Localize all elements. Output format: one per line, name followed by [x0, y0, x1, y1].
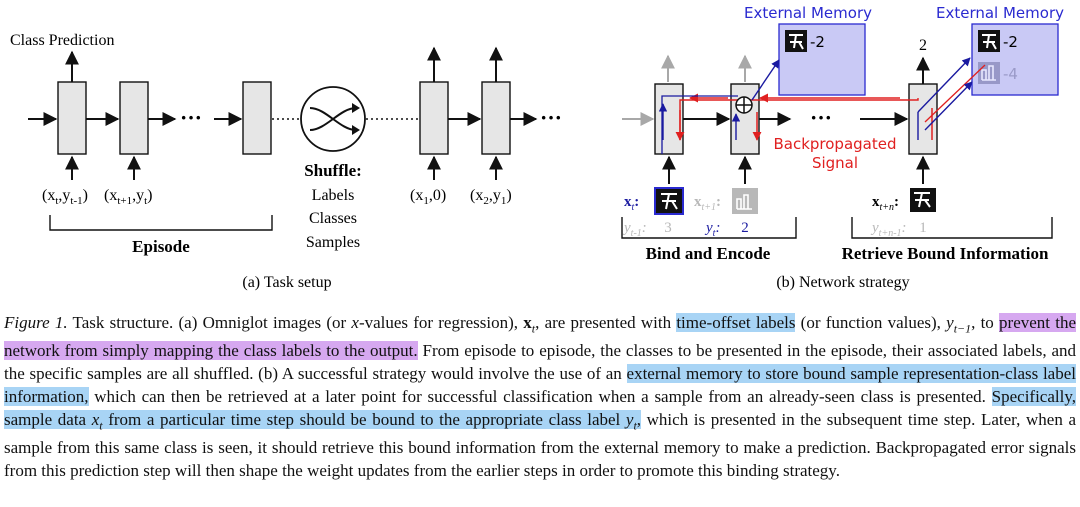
step-box-tn: [908, 83, 938, 155]
highlight-var-y: y: [625, 409, 634, 429]
retrieve-label: Retrieve Bound Information: [842, 244, 1049, 263]
ytn-label: yt+n-1:: [870, 220, 907, 239]
shuffle-item-classes: Classes: [309, 210, 357, 227]
episode-label: Episode: [132, 237, 190, 256]
glyph-stroke-2a: [982, 34, 997, 50]
input-label-1: (xt,yt-1): [42, 187, 88, 207]
prediction-output: 2: [919, 37, 927, 54]
glyph-stroke-xtn: [914, 192, 931, 208]
shuffle-title: Shuffle:: [304, 161, 362, 180]
xtn-label: xt+n:: [872, 194, 899, 213]
figure-diagram: Class Prediction ··· (xt,yt-1) (xt+1,yt)…: [10, 4, 1064, 291]
caption-sub-t: t: [531, 321, 536, 336]
highlight-specifically-c: ,: [636, 409, 642, 429]
bind-bracket: [621, 217, 797, 239]
panel-b: External Memory -2 External Memory -2 -4…: [621, 4, 1064, 291]
highlight-sub-t: t: [99, 417, 103, 432]
caption-text-3: , are presented with: [535, 313, 677, 332]
memory-title-2: External Memory: [936, 4, 1064, 22]
caption-text-2: -values for regression),: [358, 313, 524, 332]
memory-entry-1: -2: [810, 33, 825, 51]
class-prediction-label: Class Prediction: [10, 32, 114, 49]
memory-title-1: External Memory: [744, 4, 872, 22]
glyph-stroke-xt: [661, 193, 678, 210]
memory-entry-2a: -2: [1003, 33, 1018, 51]
caption-text-5: , to: [971, 313, 1000, 332]
ytn-value: 1: [919, 220, 927, 236]
caption-var-xt: x: [523, 313, 532, 332]
glyph-stroke-2b: [981, 65, 996, 81]
rnn-box-3: [242, 81, 272, 155]
backprop-retrieve-diag: [924, 64, 986, 123]
highlight-specifically-b: from a particular time step should be bo…: [102, 409, 626, 429]
panel-a: Class Prediction ··· (xt,yt-1) (xt+1,yt)…: [10, 32, 562, 291]
figure-caption: Figure 1. Task structure. (a) Omniglot i…: [4, 312, 1076, 482]
figure-label: Figure 1.: [4, 313, 68, 332]
caption-text-7: which can then be retrieved at a later p…: [88, 386, 992, 406]
xt1-label: xt+1:: [694, 194, 721, 213]
memory-entry-2b: -4: [1003, 65, 1018, 83]
caption-text-6: From episode to episode, the classes to …: [4, 341, 1076, 383]
highlight-specifically-a: Specifically, sample data: [4, 386, 1076, 429]
caption-text-1: Task structure. (a) Omniglot images (or: [67, 313, 352, 332]
yt-label: yt:: [704, 220, 720, 239]
xt-label: xt:: [624, 194, 639, 213]
caption-var-x: x: [351, 313, 359, 332]
yt-value: 2: [741, 220, 749, 236]
episode-bracket: [49, 215, 273, 231]
glyph-stroke-1: [789, 34, 804, 50]
ellipsis-1: ···: [180, 105, 202, 130]
binding-path-1: [661, 95, 738, 154]
backprop-label-2: Signal: [812, 154, 858, 172]
read-from-memory-2: [924, 81, 973, 131]
highlight-time-offset: time-offset labels: [676, 313, 796, 332]
plus-node-cross: [736, 97, 752, 113]
input-label-4: (x2,y1): [470, 187, 512, 207]
input-label-3: (x1,0): [410, 187, 446, 207]
glyph-stroke-xt1: [736, 194, 752, 210]
retrieve-bracket: [851, 217, 1053, 239]
shuffle-item-labels: Labels: [312, 187, 355, 204]
panel-a-caption: (a) Task setup: [242, 274, 331, 291]
ellipsis-2: ···: [540, 105, 562, 130]
caption-sub-t-1: t−1: [953, 321, 972, 336]
caption-var-y: y: [946, 313, 954, 332]
sample-glyph-xt1: [732, 188, 758, 214]
input-label-2: (xt+1,yt): [104, 187, 152, 207]
shuffle-item-samples: Samples: [306, 234, 360, 251]
backprop-label-1: Backpropagated: [773, 135, 896, 153]
bind-label: Bind and Encode: [646, 244, 771, 263]
panel-b-caption: (b) Network strategy: [776, 274, 909, 291]
read-from-memory-diag: [917, 57, 971, 113]
shuffle-arrowhead-2: [352, 125, 360, 135]
step-box-t: [654, 83, 684, 155]
caption-text-4: (or function values),: [795, 313, 947, 332]
yt1-value: 3: [664, 220, 672, 236]
rnn-box-4: [419, 81, 449, 155]
step-box-t1: [730, 83, 760, 155]
ellipsis-3: ···: [810, 105, 832, 130]
highlight-sub-t2: t: [633, 417, 637, 432]
caption-text-8: which is presented in the subsequent tim…: [4, 409, 1077, 480]
shuffle-arrowhead-1: [352, 103, 360, 113]
rnn-box-5: [481, 81, 511, 155]
write-to-memory-arrow: [751, 59, 780, 101]
rnn-box-2: [119, 81, 149, 155]
highlight-var-x: x: [91, 409, 100, 429]
rnn-box-1: [57, 81, 87, 155]
yt1-label: yt-1:: [622, 220, 647, 239]
backprop-path: [679, 98, 919, 140]
